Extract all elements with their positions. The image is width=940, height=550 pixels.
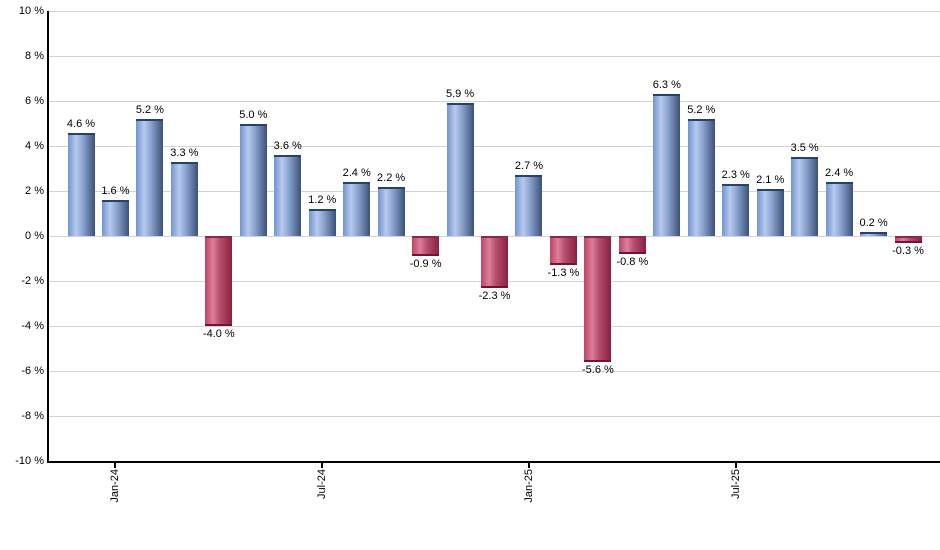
gridline-2 xyxy=(49,191,940,192)
bar-value-label-16: -0.8 % xyxy=(616,256,649,268)
y-axis-label: 10 % xyxy=(18,5,44,17)
y-axis-label: 8 % xyxy=(25,50,44,62)
y-axis-label: 6 % xyxy=(25,95,44,107)
bar-value-label-5: 5.0 % xyxy=(239,108,268,121)
bar-14 xyxy=(549,236,577,266)
bar-value-label-4: -4.0 % xyxy=(202,328,235,340)
gridline--6 xyxy=(49,371,940,372)
x-axis-label-Jan-24: Jan-24 xyxy=(109,469,122,503)
y-axis-label: -8 % xyxy=(21,410,44,422)
gridline--8 xyxy=(49,416,940,417)
bar-value-label-14: -1.3 % xyxy=(547,267,580,280)
bar-22 xyxy=(825,182,853,236)
y-axis-label: 4 % xyxy=(25,140,44,152)
gridline--4 xyxy=(49,326,940,327)
bar-3 xyxy=(170,161,198,236)
bar-value-label-22: 2.4 % xyxy=(825,167,854,179)
y-axis-label: -2 % xyxy=(21,275,44,287)
bar-value-label-18: 5.2 % xyxy=(687,104,716,116)
plot-area: 4.6 % 1.6 % 5.2 % 3.3 % -4.0 % 5.0 % 3.6 % 1.2 … xyxy=(47,11,940,463)
bar-16 xyxy=(618,236,646,254)
bar-19 xyxy=(722,184,750,236)
x-axis-label-Jul-25: Jul-25 xyxy=(729,469,742,499)
x-axis-label-Jul-24: Jul-24 xyxy=(316,469,329,499)
bar-value-label-10: -0.9 % xyxy=(409,258,442,271)
gridline-8 xyxy=(49,56,940,57)
y-axis-label: -6 % xyxy=(21,365,44,377)
x-axis-label-Jan-25: Jan-25 xyxy=(522,469,535,503)
bar-20 xyxy=(756,188,784,236)
bar-13 xyxy=(515,175,543,236)
bar-value-label-20: 2.1 % xyxy=(756,173,785,186)
y-axis-label: 0 % xyxy=(25,230,44,242)
bar-value-label-15: -5.6 % xyxy=(581,364,614,376)
bar-18 xyxy=(687,119,715,236)
gridline-6 xyxy=(49,101,940,102)
bar-value-label-6: 3.6 % xyxy=(273,140,302,152)
bar-0 xyxy=(67,132,95,236)
bar-value-label-23: 0.2 % xyxy=(859,216,888,229)
bar-value-label-9: 2.2 % xyxy=(377,171,406,184)
bar-7 xyxy=(308,209,336,236)
bar-value-label-19: 2.3 % xyxy=(721,169,750,182)
bar-6 xyxy=(274,155,302,236)
bar-1 xyxy=(101,200,129,236)
x-tick-Jan-25 xyxy=(527,463,530,468)
bar-8 xyxy=(343,182,371,236)
y-axis-label: -4 % xyxy=(21,320,44,332)
bar-10 xyxy=(412,236,440,257)
bar-24 xyxy=(894,236,922,243)
bar-23 xyxy=(860,231,888,236)
bar-9 xyxy=(377,186,405,236)
y-axis-label: -10 % xyxy=(15,455,44,467)
bar-value-label-1: 1.6 % xyxy=(101,185,130,197)
gridline-4 xyxy=(49,146,940,147)
bar-5 xyxy=(239,123,267,236)
bar-2 xyxy=(136,119,164,236)
bar-value-label-24: -0.3 % xyxy=(892,244,924,257)
y-axis-label: 2 % xyxy=(25,185,44,197)
bar-15 xyxy=(584,236,612,362)
bar-value-label-12: -2.3 % xyxy=(478,289,511,302)
bar-value-label-13: 2.7 % xyxy=(514,160,544,173)
gridline-10 xyxy=(49,11,940,12)
bar-value-label-8: 2.4 % xyxy=(342,167,371,179)
bar-value-label-21: 3.5 % xyxy=(790,142,819,155)
bar-17 xyxy=(653,94,681,236)
bar-12 xyxy=(481,236,509,288)
bar-21 xyxy=(791,157,819,236)
x-tick-Jan-24 xyxy=(114,463,117,468)
bar-value-label-2: 5.2 % xyxy=(135,104,164,116)
bar-11 xyxy=(446,103,474,236)
bar-4 xyxy=(205,236,233,326)
bar-value-label-7: 1.2 % xyxy=(308,194,337,206)
bar-value-label-0: 4.6 % xyxy=(66,117,96,130)
x-tick-Jul-25 xyxy=(734,463,737,468)
bar-value-label-17: 6.3 % xyxy=(652,79,681,92)
bar-value-label-3: 3.3 % xyxy=(170,146,199,159)
x-tick-Jul-24 xyxy=(321,463,324,468)
bar-value-label-11: 5.9 % xyxy=(445,88,475,101)
